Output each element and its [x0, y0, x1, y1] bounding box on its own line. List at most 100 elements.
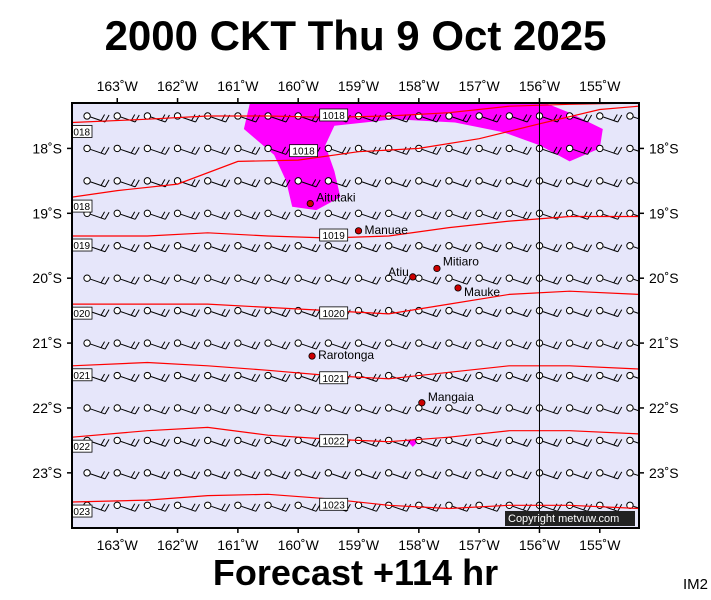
isobar-label: 1018 — [289, 144, 318, 158]
place-marker: Mitiaro — [433, 254, 479, 273]
isobar-line — [72, 105, 639, 198]
wind-barb — [324, 404, 351, 415]
wind-barb — [204, 177, 231, 188]
lon-tick-label: 155˚W — [579, 537, 621, 553]
wind-barb — [264, 242, 291, 253]
wind-barb — [83, 112, 110, 123]
place-label: Atiu — [388, 265, 409, 279]
wind-barb — [596, 274, 623, 285]
wind-barb — [294, 242, 321, 253]
wind-barb — [565, 404, 593, 415]
wind-barb — [415, 274, 442, 285]
map-frame — [71, 102, 640, 529]
lat-tick-label: 22˚S — [32, 400, 62, 416]
isobar-label: 1019 — [72, 238, 93, 252]
forecast-label: Forecast +114 hr — [212, 552, 499, 593]
wind-barb — [234, 436, 261, 447]
lon-tick-label: 158˚W — [398, 537, 440, 553]
wind-barb — [596, 112, 623, 123]
wind-barb — [204, 144, 231, 155]
place-label: Mauke — [464, 285, 500, 299]
wind-barb — [294, 404, 321, 415]
lon-tick-label: 158˚W — [398, 78, 440, 94]
wind-barb — [143, 371, 170, 382]
lon-tick-label: 159˚W — [338, 78, 380, 94]
lat-tick-label: 23˚S — [649, 465, 679, 481]
lat-tick-label: 20˚S — [32, 270, 62, 286]
wind-barb — [113, 404, 140, 415]
wind-barb — [384, 501, 412, 512]
wind-barb — [234, 339, 261, 350]
svg-text:1018: 1018 — [323, 111, 346, 122]
wind-barb — [565, 177, 593, 188]
wind-barb — [354, 469, 381, 480]
isobar-label: 1018 — [68, 125, 93, 138]
wind-barb — [384, 242, 412, 253]
wind-barb — [173, 209, 200, 220]
wind-barb — [143, 501, 170, 512]
lat-tick-label: 19˚S — [649, 205, 679, 221]
wind-barb — [264, 209, 291, 220]
svg-text:1021: 1021 — [323, 374, 346, 385]
wind-barb — [234, 469, 261, 480]
lat-tick-label: 20˚S — [649, 270, 679, 286]
wind-barb — [294, 274, 321, 285]
wind-barb — [204, 339, 231, 350]
wind-barb — [505, 274, 532, 285]
svg-text:1021: 1021 — [68, 371, 91, 382]
isobar-label: 1018 — [319, 108, 349, 122]
wind-barb — [83, 404, 110, 415]
lon-tick-label: 156˚W — [519, 537, 561, 553]
wind-barb — [354, 404, 381, 415]
wind-barb — [83, 177, 110, 188]
lon-tick-label: 159˚W — [338, 537, 380, 553]
place-marker: Mangaia — [418, 390, 474, 407]
wind-barb — [445, 177, 472, 188]
lon-tick-label: 157˚W — [459, 78, 501, 94]
wind-barb — [626, 177, 639, 185]
lat-tick-label: 23˚S — [32, 465, 62, 481]
wind-barb — [234, 501, 261, 512]
wind-barb — [596, 469, 623, 480]
lon-tick-label: 162˚W — [157, 537, 199, 553]
wind-barb — [234, 404, 261, 415]
place-label: Mangaia — [428, 390, 474, 404]
svg-text:1018: 1018 — [68, 127, 91, 138]
place-marker: Atiu — [388, 265, 417, 281]
wind-barb — [445, 501, 472, 512]
wind-barb — [264, 274, 291, 285]
svg-text:1018: 1018 — [68, 202, 91, 213]
wind-barb — [596, 404, 623, 415]
wind-barb — [173, 144, 200, 155]
wind-barb — [475, 144, 502, 155]
wind-barb — [505, 112, 532, 123]
wind-barb — [173, 306, 200, 318]
svg-text:1022: 1022 — [68, 442, 91, 453]
wind-barb — [173, 339, 200, 350]
wind-barb — [415, 177, 442, 188]
wind-barb — [505, 436, 532, 447]
wind-barb — [143, 209, 170, 220]
wind-barb — [83, 144, 110, 155]
wind-barb — [565, 144, 593, 155]
wind-barb — [234, 371, 261, 382]
isobar-label: 1023 — [72, 504, 93, 518]
wind-barb — [354, 177, 381, 188]
wind-barb — [384, 404, 412, 415]
wind-barb — [173, 242, 200, 253]
wind-barb — [626, 436, 639, 445]
wind-barb — [173, 404, 200, 415]
wind-barb — [264, 371, 291, 382]
isobar-label: 1021 — [68, 368, 93, 382]
wind-barb — [113, 242, 140, 253]
wind-barb — [354, 242, 381, 253]
wind-barb — [143, 469, 170, 480]
wind-barb — [354, 339, 381, 350]
wind-barb — [113, 144, 140, 155]
wind-barb — [505, 339, 532, 350]
wind-barb — [626, 469, 639, 477]
lat-tick-label: 19˚S — [32, 205, 62, 221]
wind-barb — [143, 242, 170, 253]
wind-barb — [173, 501, 200, 512]
